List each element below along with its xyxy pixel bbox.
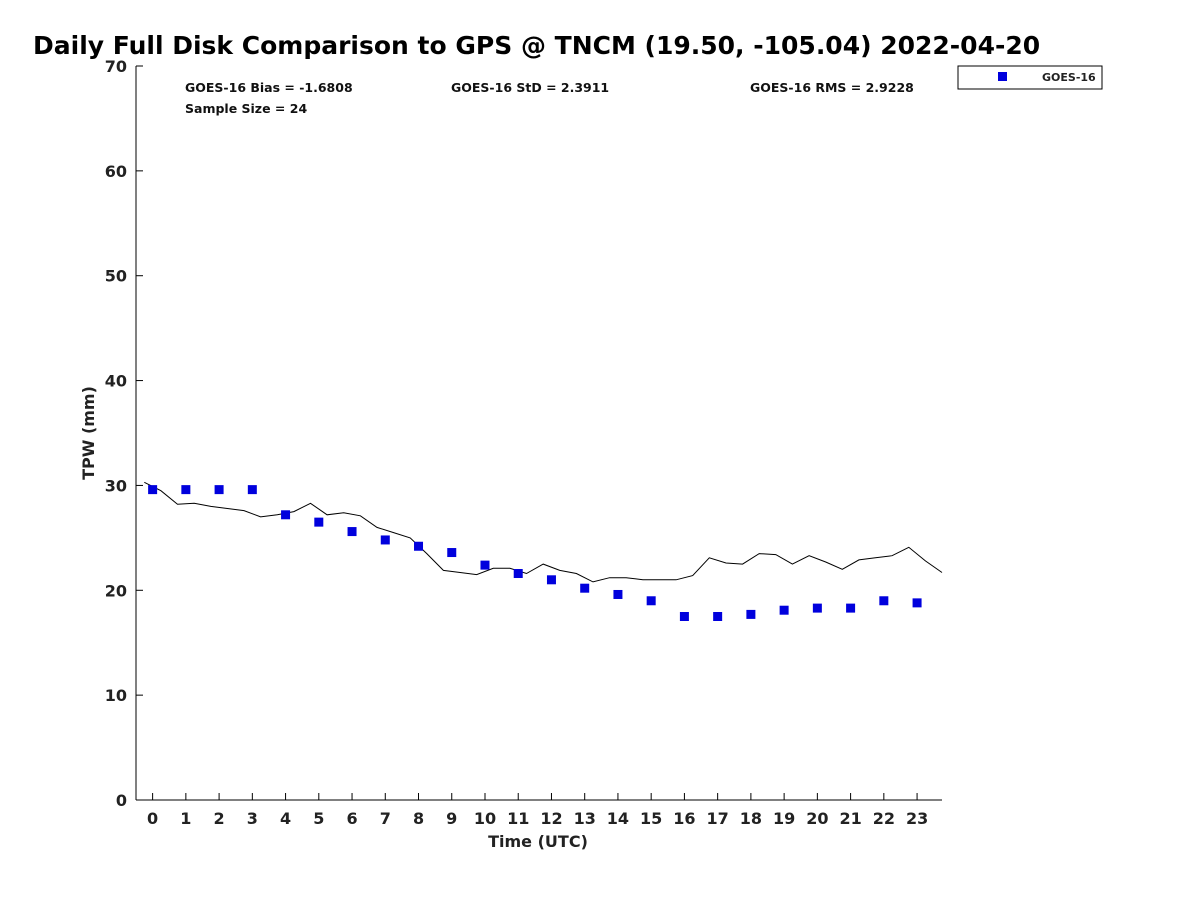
legend-marker [998, 72, 1007, 81]
y-tick-label: 40 [105, 372, 127, 391]
x-tick-label: 21 [839, 809, 861, 828]
goes16-point [779, 605, 789, 615]
x-tick-label: 20 [806, 809, 828, 828]
goes16-point [247, 485, 257, 495]
gps-line [144, 481, 943, 583]
y-tick-label: 70 [105, 57, 127, 76]
x-tick-label: 12 [540, 809, 562, 828]
chart-title: Daily Full Disk Comparison to GPS @ TNCM… [33, 31, 1040, 60]
x-tick-label: 10 [474, 809, 496, 828]
goes16-point [879, 596, 889, 606]
goes16-point [513, 569, 523, 579]
x-tick-label: 4 [280, 809, 291, 828]
goes16-point [679, 612, 689, 621]
x-tick-label: 9 [446, 809, 457, 828]
x-tick-label: 1 [180, 809, 191, 828]
goes16-point [347, 527, 357, 537]
x-tick-label: 6 [346, 809, 357, 828]
goes16-point [812, 603, 822, 613]
y-tick-label: 10 [105, 686, 127, 705]
goes16-point [148, 485, 158, 495]
x-axis-label: Time (UTC) [488, 832, 588, 851]
x-ticks: 0 1 2 3 4 5 6 7 8 9 10 11 12 13 14 15 16 17 18 19 20 21 22 23 [147, 793, 928, 828]
goes16-point [380, 535, 390, 545]
goes16-point [447, 548, 457, 558]
x-tick-label: 15 [640, 809, 662, 828]
goes16-point [414, 541, 424, 551]
x-tick-label: 16 [673, 809, 695, 828]
x-tick-label: 18 [740, 809, 762, 828]
goes16-point [912, 598, 922, 608]
series-layer [144, 481, 943, 621]
x-tick-label: 17 [707, 809, 729, 828]
goes16-point [181, 485, 191, 495]
x-tick-label: 13 [574, 809, 596, 828]
goes16-point [713, 612, 723, 621]
goes16-point [646, 596, 656, 606]
goes16-point [746, 609, 756, 619]
y-axis-label: TPW (mm) [79, 386, 98, 480]
x-tick-label: 14 [607, 809, 629, 828]
goes16-point [580, 583, 590, 593]
x-tick-label: 7 [380, 809, 391, 828]
y-ticks: 0 10 20 30 40 50 60 70 [105, 57, 143, 810]
legend-label: GOES-16 [1042, 71, 1096, 84]
y-tick-label: 60 [105, 162, 127, 181]
goes16-point [546, 575, 556, 585]
goes16-point [480, 560, 490, 570]
axes [135, 66, 942, 801]
x-tick-label: 11 [507, 809, 529, 828]
legend-box [957, 65, 1103, 90]
y-tick-label: 20 [105, 581, 127, 600]
y-tick-label: 0 [116, 791, 127, 810]
x-tick-label: 2 [214, 809, 225, 828]
x-tick-label: 19 [773, 809, 795, 828]
x-tick-label: 23 [906, 809, 928, 828]
sample-size-stat: Sample Size = 24 [185, 101, 307, 116]
x-tick-label: 3 [247, 809, 258, 828]
x-tick-label: 22 [873, 809, 895, 828]
goes16-point [846, 603, 856, 613]
rms-stat: GOES-16 RMS = 2.9228 [750, 80, 914, 95]
bias-stat: GOES-16 Bias = -1.6808 [185, 80, 353, 95]
goes16-point [314, 517, 324, 527]
x-tick-label: 0 [147, 809, 158, 828]
std-stat: GOES-16 StD = 2.3911 [451, 80, 609, 95]
x-tick-label: 8 [413, 809, 424, 828]
goes16-point [214, 485, 224, 495]
goes16-point [613, 589, 623, 599]
y-tick-label: 30 [105, 476, 127, 495]
x-tick-label: 5 [313, 809, 324, 828]
y-tick-label: 50 [105, 267, 127, 286]
legend: GOES-16 [957, 65, 1103, 90]
goes16-point [281, 510, 291, 520]
